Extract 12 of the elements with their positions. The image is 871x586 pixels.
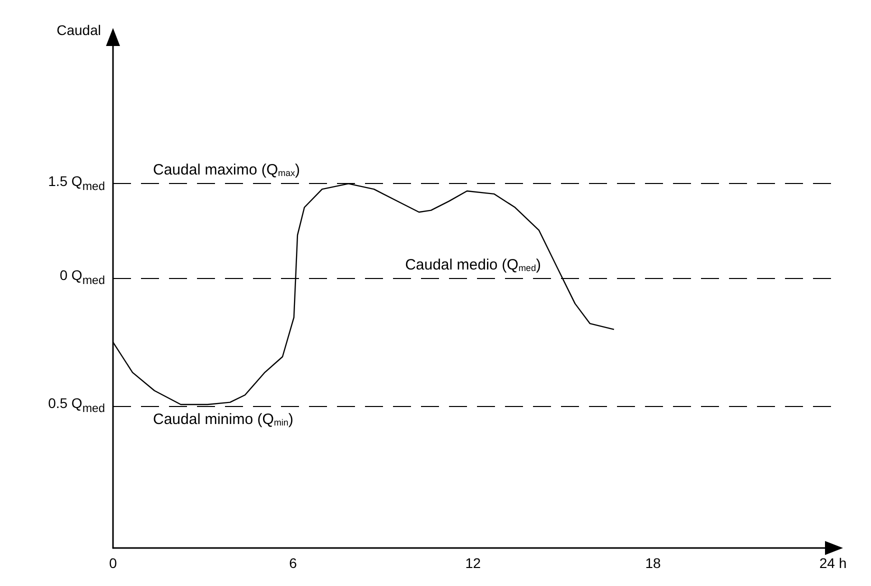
x-tick-label: 6 bbox=[289, 555, 298, 571]
x-tick-label: 12 bbox=[465, 555, 481, 571]
x-tick-label: 18 bbox=[645, 555, 661, 571]
ref-line-label: Caudal minimo (Qmin) bbox=[153, 410, 294, 428]
text: Caudal bbox=[56, 22, 101, 38]
ref-line-label: Caudal maximo (Qmax) bbox=[153, 162, 300, 179]
x-tick-label: 24 h bbox=[819, 555, 847, 571]
text: 0.5 Q$_{med}$ bbox=[48, 395, 105, 417]
text: 0 Q$_{med}$ bbox=[60, 268, 105, 290]
ref-line-label: Caudal medio (Qmed) bbox=[405, 256, 541, 274]
text: 1.5 Q$_{med}$ bbox=[48, 172, 105, 195]
x-tick-label: 0 bbox=[109, 555, 118, 571]
